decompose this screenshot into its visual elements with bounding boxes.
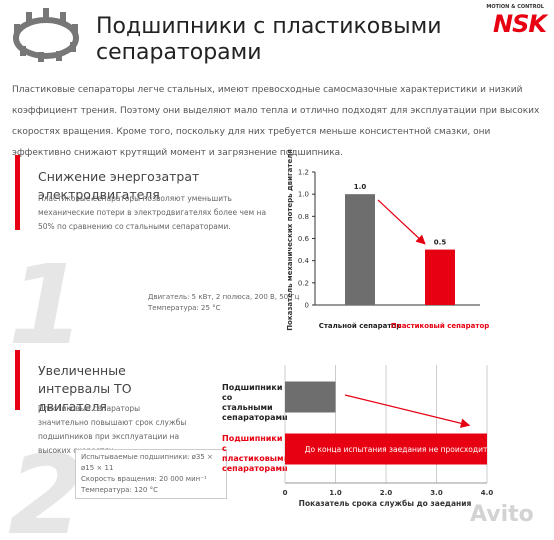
condition: Скорость вращения: 20 000 мин⁻¹ [81,475,207,483]
accent-bar [15,155,20,230]
section-title: Увеличенные интервалы ТО двигателя [38,363,132,414]
conditions: Испытываемые подшипники: ø35 × ø15 × 11 … [75,449,227,499]
x-axis-label: Показатель срока службы до заедания [299,499,472,508]
page-title: Подшипники с пластиковыми сепараторами [96,14,442,65]
category-label: Подшипники со стальными сепараторами [222,383,288,422]
x-tick-label: 3.0 [430,489,443,497]
bar [425,249,455,305]
x-tick-label: 1.0 [329,489,342,497]
y-tick-label: 0.6 [298,235,310,243]
condition: Двигатель: 5 кВт, 2 полюса, 200 В, 50 Гц [148,293,300,301]
y-tick-label: 0 [305,302,309,310]
intro-text: Пластиковые сепараторы легче стальных, и… [12,85,540,158]
logo-icon [13,8,79,62]
x-tick-label: 4.0 [481,489,494,497]
bar [345,194,375,305]
y-tick-label: 1.0 [298,191,309,199]
bar [285,381,336,413]
brand-logo: NSK [493,10,547,38]
x-tick-label: 0 [283,489,288,497]
category-label: Подшипники с пластиковыми сепараторами [222,434,290,473]
trend-arrow [377,199,426,245]
trend-arrow [344,394,471,428]
watermark: Avito [470,502,534,527]
conditions: Двигатель: 5 кВт, 2 полюса, 200 В, 50 Гц… [148,292,299,314]
y-axis-label: Показатель механических потерь двигателя [286,149,294,331]
condition: Температура: 25 °C [148,304,221,312]
value-label: 0.5 [434,239,447,247]
section-text: Пластиковые сепараторы позволяют уменьши… [38,194,267,231]
bar [285,433,487,465]
y-tick-label: 1.2 [298,169,309,177]
section-number: 1 [8,241,85,369]
value-label: 1.0 [354,183,367,191]
y-tick-label: 0.4 [298,257,310,265]
x-tick-label: 2.0 [380,489,393,497]
condition: Температура: 120 °C [81,486,158,494]
accent-bar [15,350,20,410]
condition: Испытываемые подшипники: ø35 × ø15 × 11 [81,453,213,472]
section-number: 2 [8,431,85,540]
x-tick-label: Стальной сепаратор [319,322,402,330]
section-title: Снижение энергозатрат электродвигателя [38,169,200,202]
brand-tagline: MOTION & CONTROL [486,4,544,10]
y-tick-label: 0.2 [298,279,309,287]
x-tick-label: Пластиковый сепаратор [391,322,490,330]
y-tick-label: 0.8 [298,213,309,221]
annotation: До конца испытания заедания не происходи… [305,445,488,454]
